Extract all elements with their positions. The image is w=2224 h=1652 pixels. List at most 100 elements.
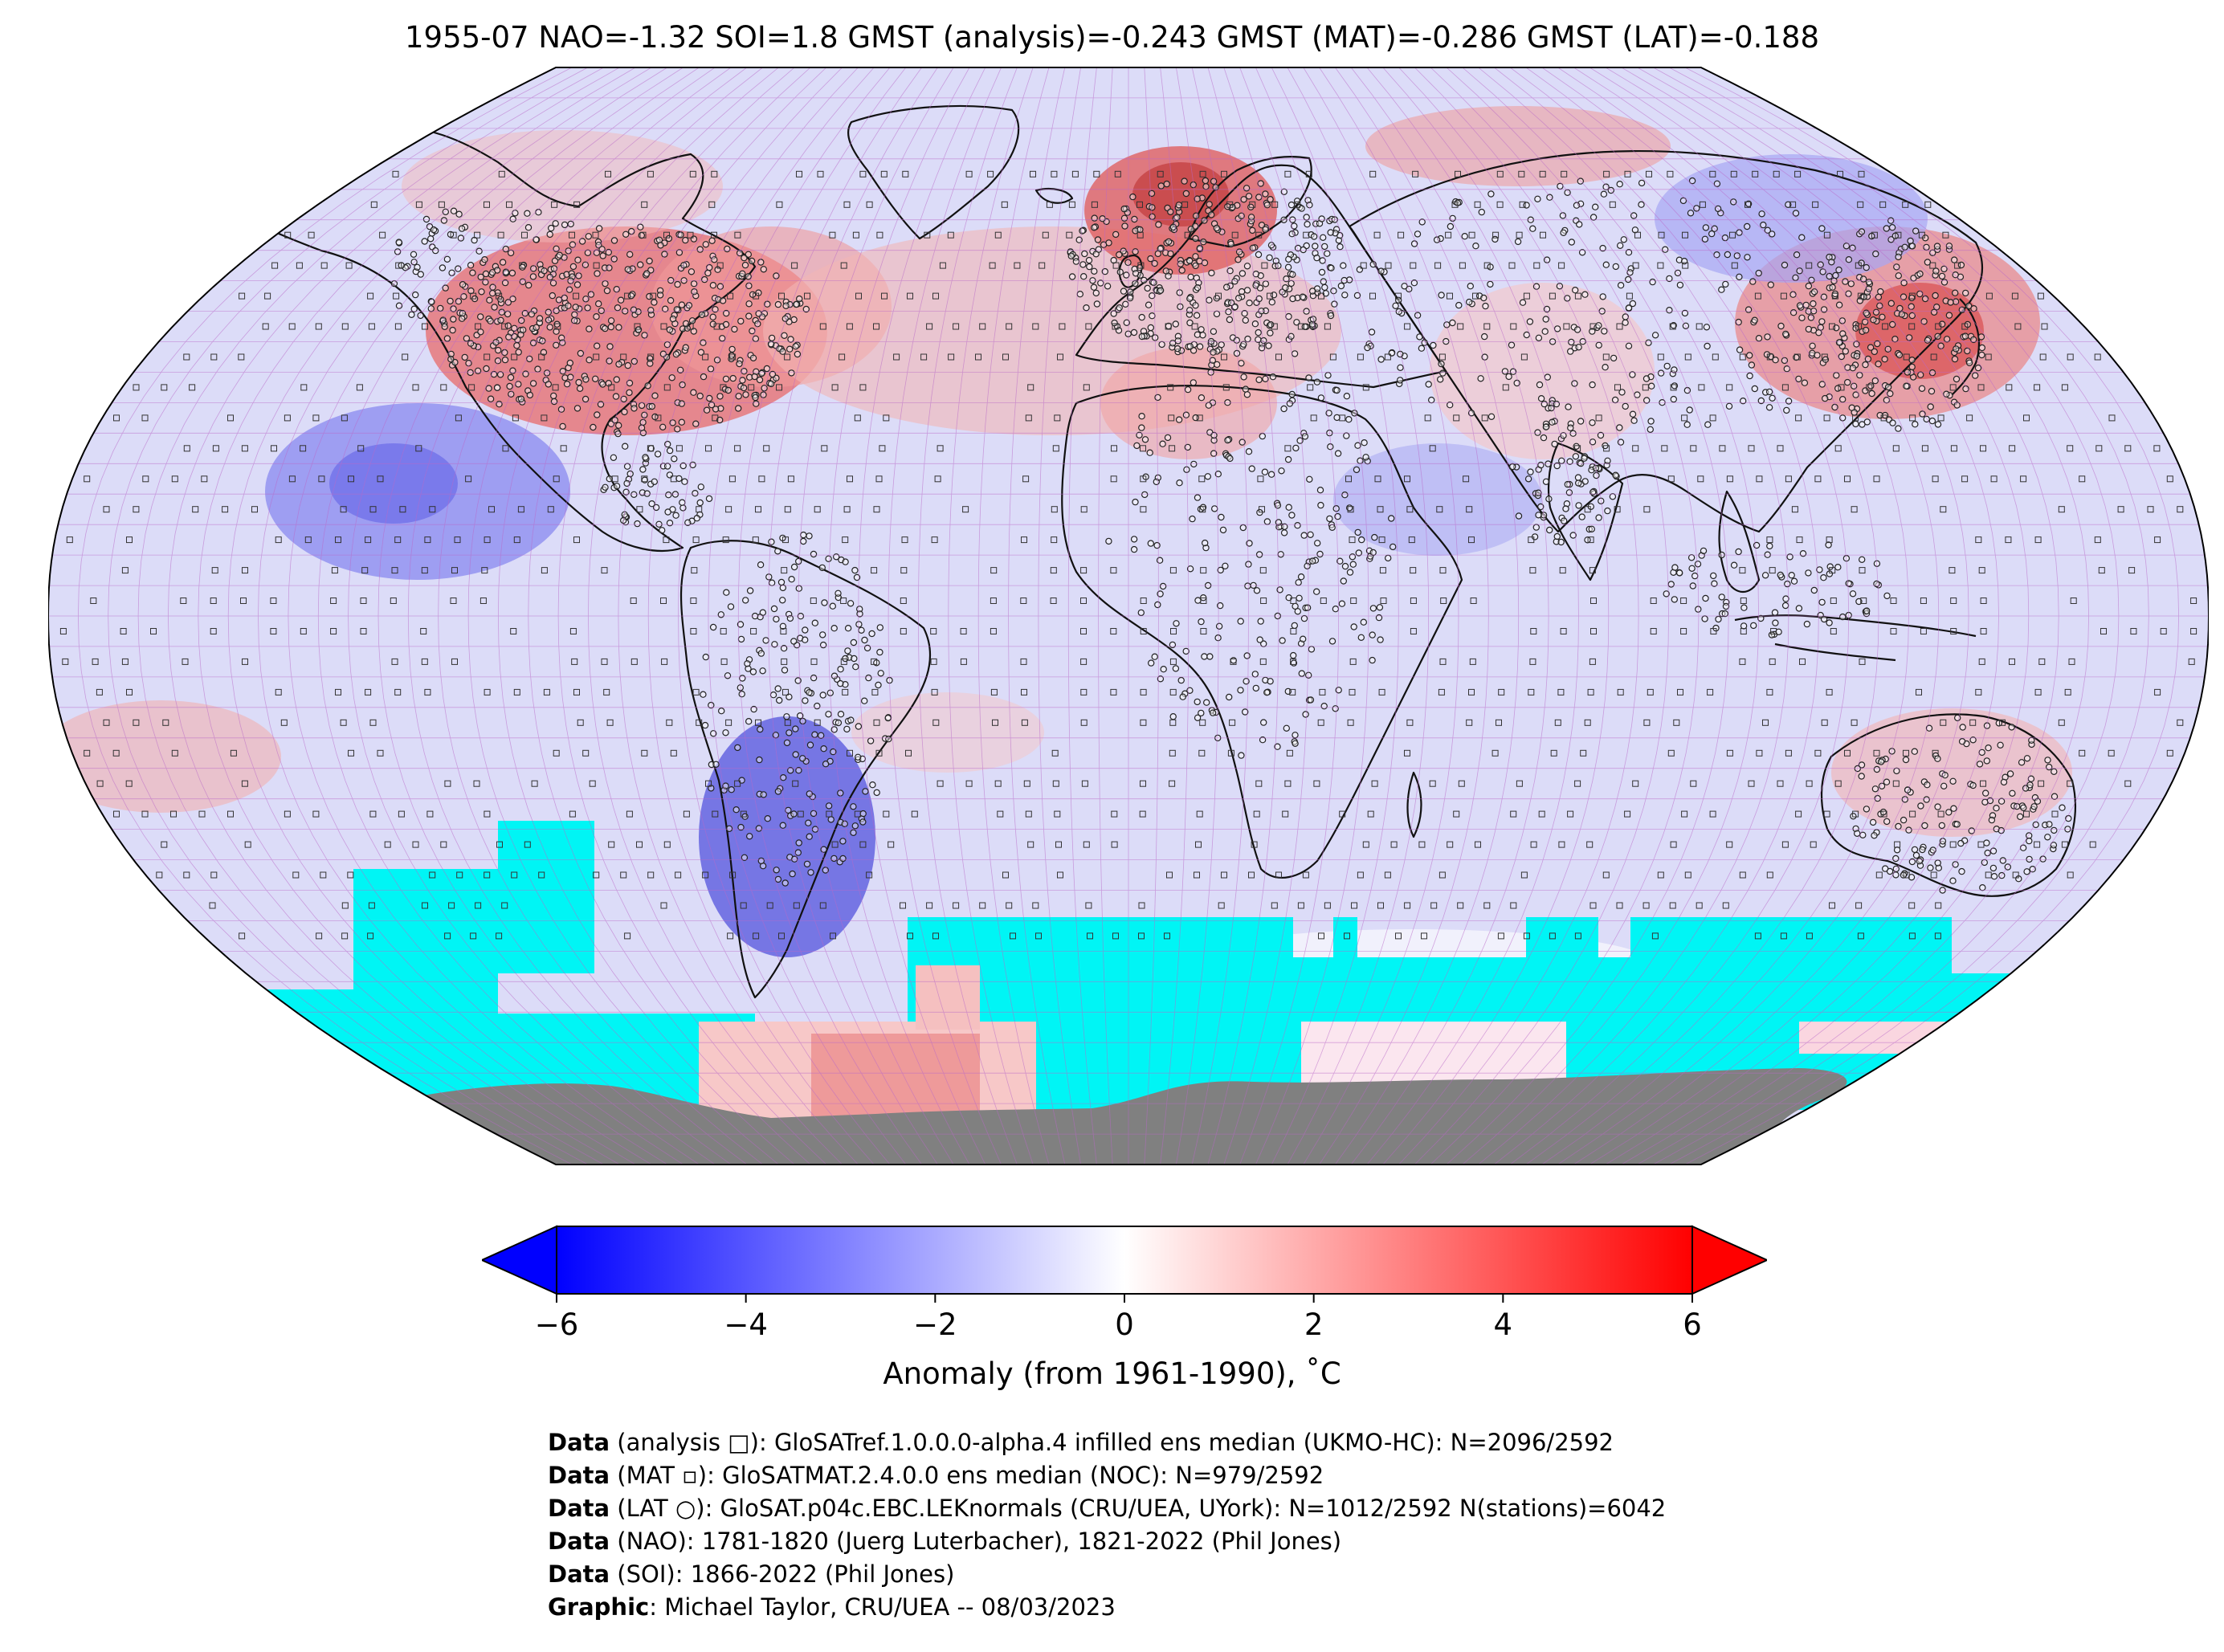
station-marker (787, 767, 794, 774)
station-marker (1185, 307, 1194, 314)
station-marker (1553, 400, 1561, 408)
analysis-square (1574, 780, 1581, 787)
analysis-square (1030, 170, 1036, 177)
station-marker (810, 550, 818, 558)
analysis-square (900, 567, 908, 574)
station-marker (749, 327, 756, 335)
analysis-square (1345, 475, 1352, 483)
station-marker (1334, 512, 1341, 520)
analysis-square (2038, 658, 2046, 665)
station-marker (1542, 423, 1550, 430)
analysis-square (1726, 841, 1733, 848)
station-marker (1282, 284, 1289, 292)
analysis-square (573, 536, 580, 544)
grid-meridian (1382, 67, 1610, 1165)
station-marker (1612, 263, 1620, 271)
station-marker (787, 812, 794, 819)
station-marker (786, 693, 793, 701)
analysis-square (2130, 628, 2137, 634)
grid-meridian (618, 67, 859, 1165)
analysis-square (1349, 536, 1356, 544)
station-marker (1091, 267, 1098, 275)
station-marker (855, 621, 863, 628)
station-marker (487, 395, 495, 402)
station-marker (682, 344, 690, 351)
analysis-square (873, 506, 880, 513)
station-marker (487, 317, 494, 324)
analysis-square (847, 475, 853, 483)
station-marker (1360, 618, 1368, 626)
station-marker (1957, 839, 1965, 847)
analysis-square (1290, 598, 1297, 604)
analysis-square (422, 902, 428, 909)
analysis-square (960, 658, 967, 665)
analysis-square (1684, 871, 1691, 879)
station-marker (700, 373, 708, 381)
station-marker (799, 755, 806, 762)
station-marker (1120, 288, 1128, 295)
analysis-square (1752, 170, 1759, 177)
station-marker (1919, 846, 1926, 854)
analysis-square (593, 353, 600, 361)
station-marker (1157, 590, 1164, 598)
station-marker (1687, 210, 1695, 217)
station-marker (553, 307, 560, 315)
analysis-square (689, 170, 696, 177)
station-marker (1304, 671, 1312, 679)
station-marker (827, 816, 835, 823)
station-marker (545, 308, 553, 316)
analysis-square (398, 810, 405, 818)
analysis-square (636, 841, 643, 848)
station-marker (1753, 541, 1761, 549)
analysis-square (1167, 384, 1174, 391)
analysis-square (1529, 658, 1536, 665)
analysis-square (1920, 598, 1927, 604)
analysis-square (1080, 688, 1088, 695)
station-marker (641, 411, 648, 418)
station-marker (782, 302, 790, 309)
station-marker (1384, 554, 1392, 562)
station-marker (2020, 804, 2027, 812)
station-marker (1238, 288, 1246, 296)
analysis-square (330, 598, 337, 604)
analysis-square (1823, 231, 1830, 239)
analysis-square (1329, 353, 1336, 361)
analysis-square (210, 628, 217, 634)
analysis-square (603, 688, 610, 695)
station-marker (521, 309, 529, 317)
station-marker (427, 235, 435, 243)
grid-meridian (977, 67, 1050, 1165)
analysis-square (394, 536, 402, 544)
station-marker (1341, 292, 1349, 299)
analysis-square (989, 262, 996, 269)
station-marker (842, 681, 849, 688)
station-marker (450, 305, 457, 312)
analysis-square (560, 445, 567, 452)
analysis-square (506, 201, 512, 208)
analysis-square (369, 719, 377, 726)
station-marker (1722, 280, 1729, 288)
station-marker (1317, 394, 1325, 402)
station-marker (796, 295, 803, 303)
station-marker (745, 665, 752, 672)
analysis-square (666, 719, 673, 726)
analysis-square (1021, 719, 1028, 726)
analysis-square (511, 871, 518, 879)
analysis-square (284, 810, 291, 818)
station-marker (587, 291, 595, 298)
station-marker (428, 298, 435, 306)
analysis-square (1929, 262, 1936, 269)
analysis-square (242, 658, 248, 665)
station-marker (868, 630, 875, 638)
analysis-square (1046, 201, 1053, 208)
analysis-square (650, 292, 657, 300)
station-marker (708, 401, 716, 409)
analysis-square (641, 749, 648, 757)
station-marker (837, 666, 844, 673)
station-marker (797, 712, 804, 720)
analysis-square (1260, 598, 1267, 604)
analysis-square (905, 749, 912, 757)
station-marker (1202, 544, 1210, 552)
station-marker (1910, 275, 1917, 282)
station-marker (536, 315, 544, 322)
